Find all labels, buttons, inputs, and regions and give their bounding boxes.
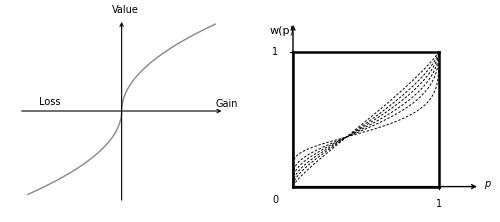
Text: Gain: Gain <box>216 99 238 109</box>
Text: Value: Value <box>112 5 138 15</box>
Text: Loss: Loss <box>40 97 61 107</box>
Text: 1: 1 <box>272 47 278 57</box>
Text: 0: 0 <box>272 195 278 205</box>
Text: 1: 1 <box>436 199 442 209</box>
Text: p: p <box>484 179 490 189</box>
Text: w(p): w(p) <box>270 26 294 36</box>
